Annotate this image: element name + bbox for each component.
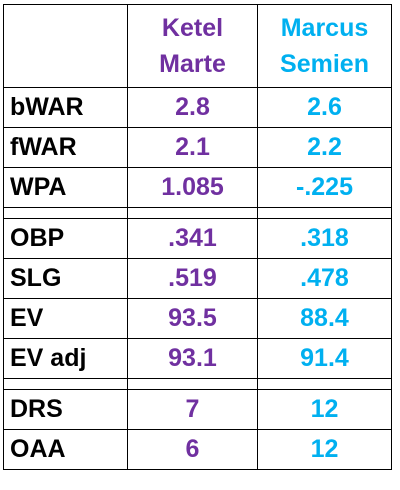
stat-label: DRS: [3, 389, 128, 430]
separator-cell: [257, 378, 392, 390]
stats-table: Ketel Marte Marcus Semien bWAR 2.8 2.6 fWAR 2.…: [3, 4, 392, 470]
stat-value: 12: [257, 389, 392, 430]
header-row: Ketel Marte Marcus Semien: [3, 4, 392, 88]
stat-row: OAA 6 12: [3, 429, 392, 470]
stat-row: EV 93.5 88.4: [3, 298, 392, 339]
stat-row: fWAR 2.1 2.2: [3, 127, 392, 168]
stat-value: 93.5: [127, 298, 258, 339]
stat-label: fWAR: [3, 127, 128, 168]
corner-cell: [3, 4, 128, 88]
stat-row: bWAR 2.8 2.6: [3, 87, 392, 128]
stat-value: .519: [127, 258, 258, 299]
header-cell: Marcus Semien: [257, 4, 392, 88]
stat-row: WPA 1.085 -.225: [3, 167, 392, 208]
stat-row: SLG .519.478: [3, 258, 392, 299]
stat-value: 1.085: [127, 167, 258, 208]
separator-cell: [257, 207, 392, 219]
stat-value: 2.8: [127, 87, 258, 128]
stat-value: 6: [127, 429, 258, 470]
stat-label: bWAR: [3, 87, 128, 128]
stat-value: .318: [257, 218, 392, 259]
stat-value: 2.1: [127, 127, 258, 168]
stat-label: EV adj: [3, 338, 128, 379]
table-wrap: Ketel Marte Marcus Semien bWAR 2.8 2.6 fWAR 2.…: [3, 4, 392, 470]
stat-value: 2.2: [257, 127, 392, 168]
stat-value: 88.4: [257, 298, 392, 339]
separator-cell: [3, 378, 128, 390]
separator-row: [3, 207, 392, 219]
header-cell: Ketel Marte: [127, 4, 258, 88]
stat-row: OBP .341.318: [3, 218, 392, 259]
stat-value: 2.6: [257, 87, 392, 128]
separator-cell: [3, 207, 128, 219]
stat-value: .341: [127, 218, 258, 259]
separator-cell: [127, 207, 258, 219]
stat-label: EV: [3, 298, 128, 339]
stat-row: EV adj 93.1 91.4: [3, 338, 392, 379]
separator-cell: [127, 378, 258, 390]
separator-row: [3, 378, 392, 390]
stat-label: SLG: [3, 258, 128, 299]
stat-label: WPA: [3, 167, 128, 208]
stat-value: .478: [257, 258, 392, 299]
stat-label: OBP: [3, 218, 128, 259]
stat-label: OAA: [3, 429, 128, 470]
stat-value: 91.4: [257, 338, 392, 379]
stat-value: -.225: [257, 167, 392, 208]
stat-value: 12: [257, 429, 392, 470]
stat-value: 93.1: [127, 338, 258, 379]
stat-value: 7: [127, 389, 258, 430]
stat-row: DRS 7 12: [3, 389, 392, 430]
